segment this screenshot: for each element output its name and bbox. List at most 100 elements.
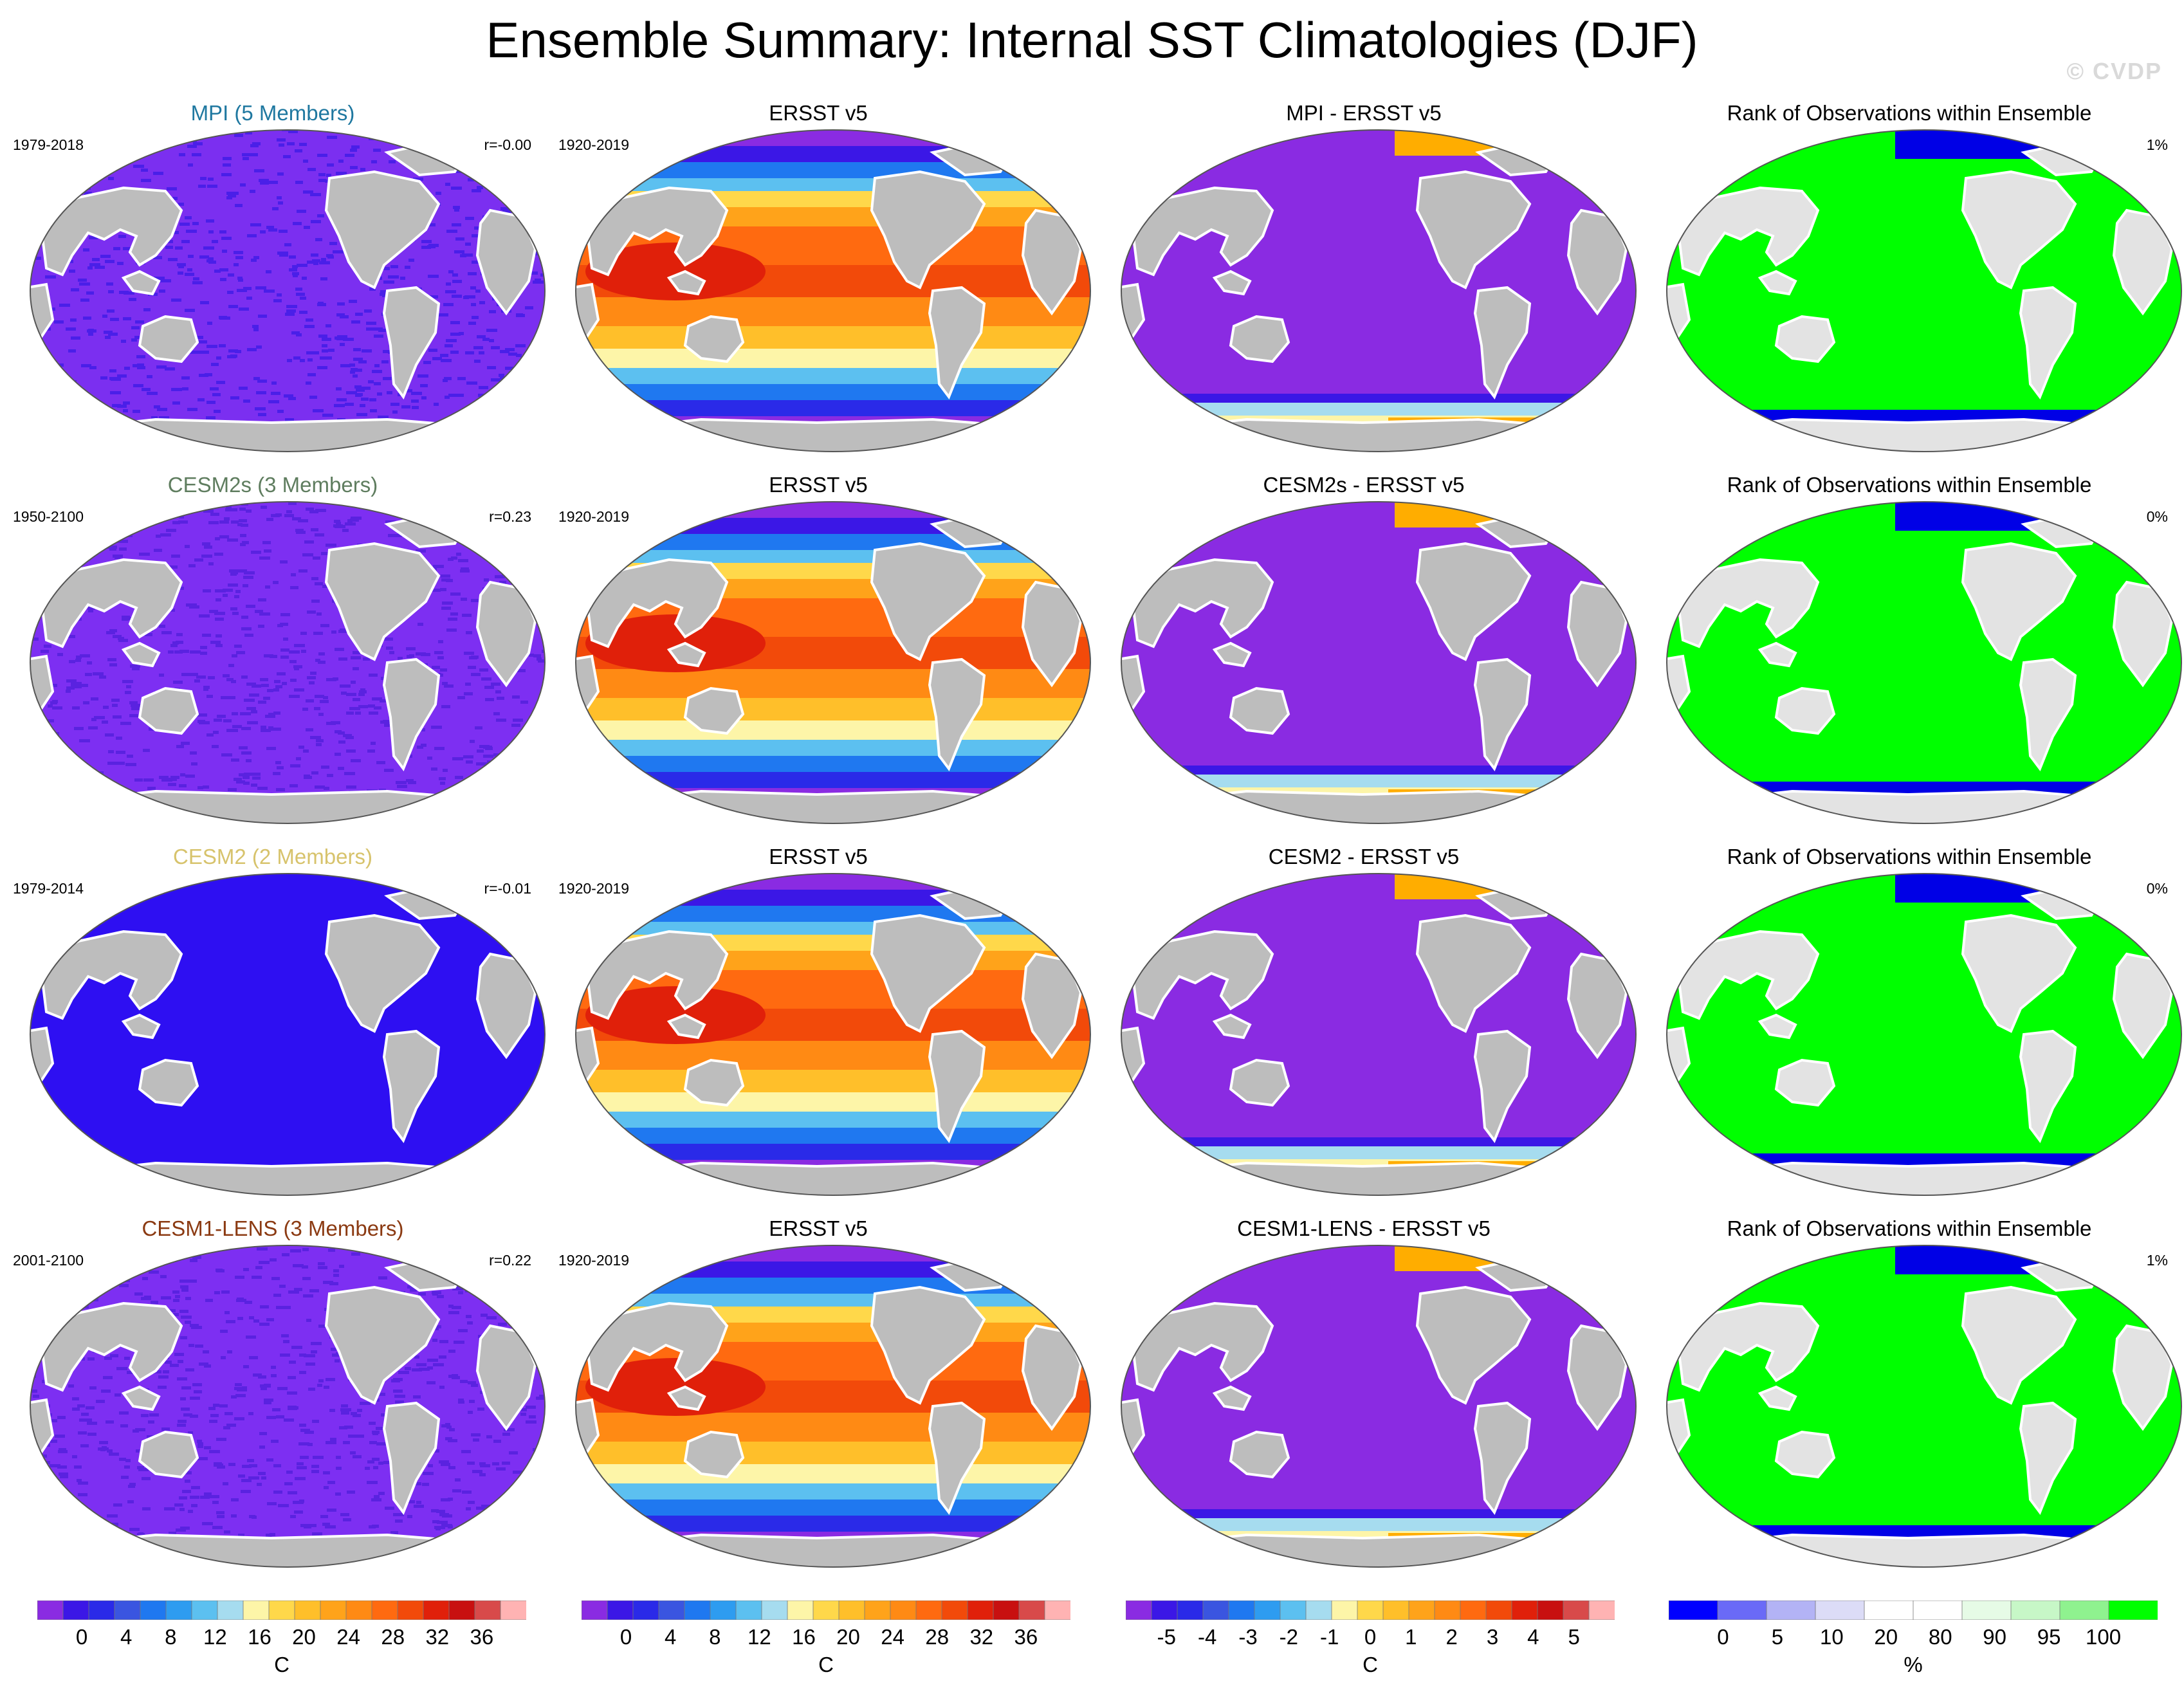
noise-speck xyxy=(83,538,94,542)
noise-speck xyxy=(106,631,115,634)
pattern-correlation: r=0.23 xyxy=(489,508,531,525)
sst-band xyxy=(576,518,1090,534)
noise-speck xyxy=(78,542,89,546)
noise-speck xyxy=(485,698,494,701)
noise-speck xyxy=(417,746,423,749)
sst-band xyxy=(576,1041,1090,1070)
noise-speck xyxy=(124,291,134,295)
noise-speck xyxy=(188,1510,193,1513)
noise-speck xyxy=(119,794,129,797)
noise-speck xyxy=(191,130,196,131)
noise-speck xyxy=(93,1545,103,1548)
noise-speck xyxy=(109,502,120,503)
noise-speck xyxy=(473,346,483,349)
sst-band xyxy=(576,1128,1090,1144)
noise-speck xyxy=(102,425,110,428)
noise-speck xyxy=(259,556,270,560)
noise-speck xyxy=(172,401,180,405)
land-mass xyxy=(121,270,161,296)
noise-speck xyxy=(258,1375,266,1379)
noise-speck xyxy=(55,1435,65,1438)
noise-speck xyxy=(44,1482,55,1485)
noise-speck xyxy=(227,291,234,294)
noise-speck xyxy=(466,381,477,385)
noise-speck xyxy=(363,1563,371,1566)
noise-speck xyxy=(468,272,477,275)
noise-speck xyxy=(349,707,360,710)
noise-speck xyxy=(432,1339,437,1342)
land-mass xyxy=(1229,315,1290,363)
noise-speck xyxy=(416,549,426,553)
noise-speck xyxy=(249,153,258,156)
noise-speck xyxy=(129,701,138,704)
noise-speck xyxy=(221,753,232,757)
noise-speck xyxy=(343,1441,350,1444)
noise-speck xyxy=(386,647,393,650)
noise-speck xyxy=(133,502,143,506)
noise-speck xyxy=(294,688,304,692)
colorbar-swatch xyxy=(915,1601,942,1620)
noise-speck xyxy=(62,792,72,795)
noise-speck xyxy=(517,1287,522,1290)
noise-speck xyxy=(434,1526,445,1529)
noise-speck xyxy=(303,160,308,163)
noise-speck xyxy=(484,442,495,445)
noise-speck xyxy=(180,1336,187,1339)
noise-speck xyxy=(441,607,451,610)
noise-speck xyxy=(235,204,243,207)
noise-speck xyxy=(428,349,437,352)
noise-speck xyxy=(479,425,488,428)
noise-speck xyxy=(39,542,47,545)
noise-speck xyxy=(475,812,483,815)
noise-speck xyxy=(488,503,493,506)
noise-speck xyxy=(179,223,190,226)
noise-speck xyxy=(361,387,371,390)
noise-speck xyxy=(437,656,444,659)
noise-speck xyxy=(479,745,490,748)
noise-speck xyxy=(454,394,464,397)
rank-panel: Rank of Observations within Ensemble 1% xyxy=(1637,100,2183,473)
noise-speck xyxy=(194,1390,202,1393)
rank-percent: 1% xyxy=(2146,136,2168,153)
noise-speck xyxy=(32,505,40,508)
noise-speck xyxy=(336,172,347,175)
land-mass xyxy=(683,315,745,363)
noise-speck xyxy=(214,270,221,273)
map-border xyxy=(1120,873,1637,1196)
noise-speck xyxy=(206,219,214,223)
noise-speck xyxy=(89,525,100,528)
land-mass xyxy=(1961,913,2077,1033)
noise-speck xyxy=(520,701,528,704)
noise-speck xyxy=(295,149,302,152)
noise-speck xyxy=(255,286,266,289)
noise-speck xyxy=(502,184,508,187)
rank-percent: 0% xyxy=(2146,508,2168,525)
colorbar-tick-label: -3 xyxy=(1238,1625,1258,1649)
noise-speck xyxy=(327,774,333,777)
noise-speck xyxy=(81,427,91,430)
noise-speck xyxy=(511,176,520,179)
noise-speck xyxy=(462,614,472,617)
noise-speck xyxy=(439,1340,448,1343)
noise-speck xyxy=(329,1282,338,1285)
noise-speck xyxy=(30,401,38,404)
model-map xyxy=(29,873,546,1196)
noise-speck xyxy=(208,562,214,565)
noise-speck xyxy=(165,1361,172,1364)
noise-speck xyxy=(84,535,95,538)
noise-speck xyxy=(199,255,209,259)
noise-speck xyxy=(259,1432,267,1435)
noise-speck xyxy=(310,672,317,675)
noise-speck xyxy=(31,541,39,544)
noise-speck xyxy=(452,223,461,226)
noise-speck xyxy=(532,816,539,820)
noise-speck xyxy=(321,766,329,769)
noise-speck xyxy=(179,504,188,508)
noise-speck xyxy=(140,140,147,143)
noise-speck xyxy=(133,807,140,811)
noise-speck xyxy=(513,1502,521,1505)
noise-speck xyxy=(446,230,457,233)
noise-speck xyxy=(246,759,252,762)
noise-speck xyxy=(529,654,534,657)
map-border xyxy=(1666,1245,2183,1568)
